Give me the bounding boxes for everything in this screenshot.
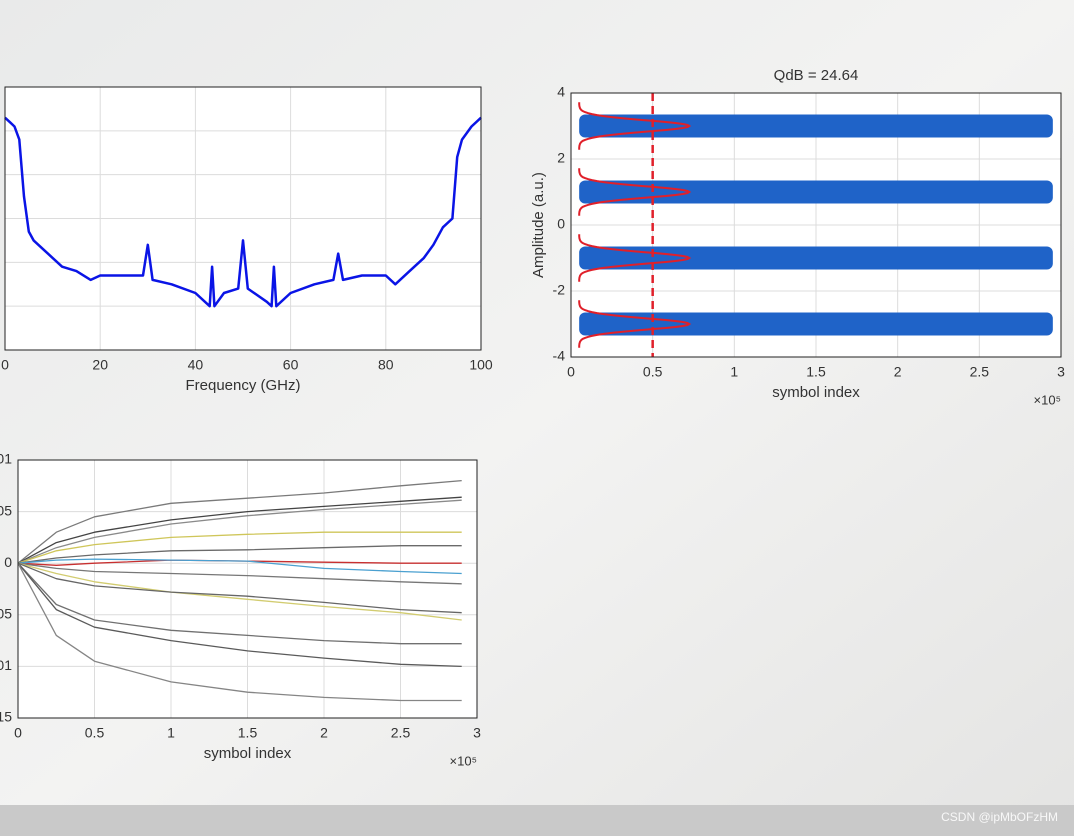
x-tick-label: 1.5 [806,364,826,380]
scatter-band [579,114,1053,138]
x-axis-label: symbol index [772,384,860,401]
data-line [17,558,462,575]
x-multiplier: ×10⁵ [450,753,477,768]
y-tick-label: -0.005 [0,606,12,622]
x-tick-label: 60 [283,357,299,373]
y-tick-label: 2 [557,150,565,166]
x-tick-label: 0.5 [643,364,663,380]
x-tick-label: 20 [92,357,108,373]
chart-title: QdB = 24.64 [774,67,859,84]
chart: 0 0.5 1 1.5 2 2.5 3 -4 -2 0 2 4 QdB = 24.64 symbol in… [530,67,1065,407]
data-line [17,479,462,564]
x-tick-label: 0 [567,364,575,380]
x-tick-label: 1 [730,364,738,380]
y-tick-label: -2 [553,282,566,298]
x-tick-label: 1.5 [238,725,258,741]
data-line [17,562,462,585]
y-tick-label: 0.01 [0,451,12,467]
chart: 020406080100-60-50-40-30-20-100Frequency… [1,86,493,394]
x-axis-label: Frequency (GHz) [185,377,300,394]
y-tick-label: -0.01 [0,657,12,673]
y-tick-label: 0.005 [0,502,12,518]
x-tick-label: 0 [14,725,22,741]
data-line [17,562,462,645]
data-line [17,562,462,621]
chart: 0 0.5 1 1.5 2 2.5 3 0.01 0.005 0 -0.005 -0.01 -0.015… [0,451,481,769]
y-tick-label: -0.015 [0,709,12,725]
scatter-band [579,246,1053,270]
taskbar [0,805,1074,836]
x-tick-label: 100 [469,357,493,373]
watermark: CSDN @ipMbOFzHM [941,810,1058,824]
data-line [17,496,462,564]
histogram-curve [578,300,692,348]
data-line [17,499,462,564]
histogram-curve [578,168,692,216]
axes-frame [4,86,482,351]
y-tick-label: 4 [557,84,565,100]
histogram-curve [578,102,692,150]
x-tick-label: 2.5 [391,725,411,741]
x-tick-label: 0.5 [85,725,105,741]
x-tick-label: 40 [188,357,204,373]
histogram-curve [578,234,692,282]
axes-frame [570,92,1062,358]
scatter-band [579,180,1053,204]
y-tick-label: 0 [557,216,565,232]
x-multiplier: ×10⁵ [1034,392,1061,407]
x-tick-label: 0 [1,357,9,373]
y-tick-label: -4 [553,348,566,364]
x-tick-label: 3 [1057,364,1065,380]
x-tick-label: 2 [894,364,902,380]
x-tick-label: 80 [378,357,394,373]
data-line [17,531,462,564]
data-line [17,562,462,702]
axes-frame [17,459,478,719]
data-line [17,562,462,614]
x-tick-label: 2 [320,725,328,741]
scatter-band [579,312,1053,336]
x-tick-label: 3 [473,725,481,741]
data-line [17,562,462,668]
x-tick-label: 2.5 [970,364,990,380]
data-line [17,545,462,564]
data-line [4,116,482,308]
y-axis-label: Amplitude (a.u.) [530,172,547,278]
x-tick-label: 1 [167,725,175,741]
y-tick-label: 0 [4,554,12,570]
x-axis-label: symbol index [204,745,292,762]
